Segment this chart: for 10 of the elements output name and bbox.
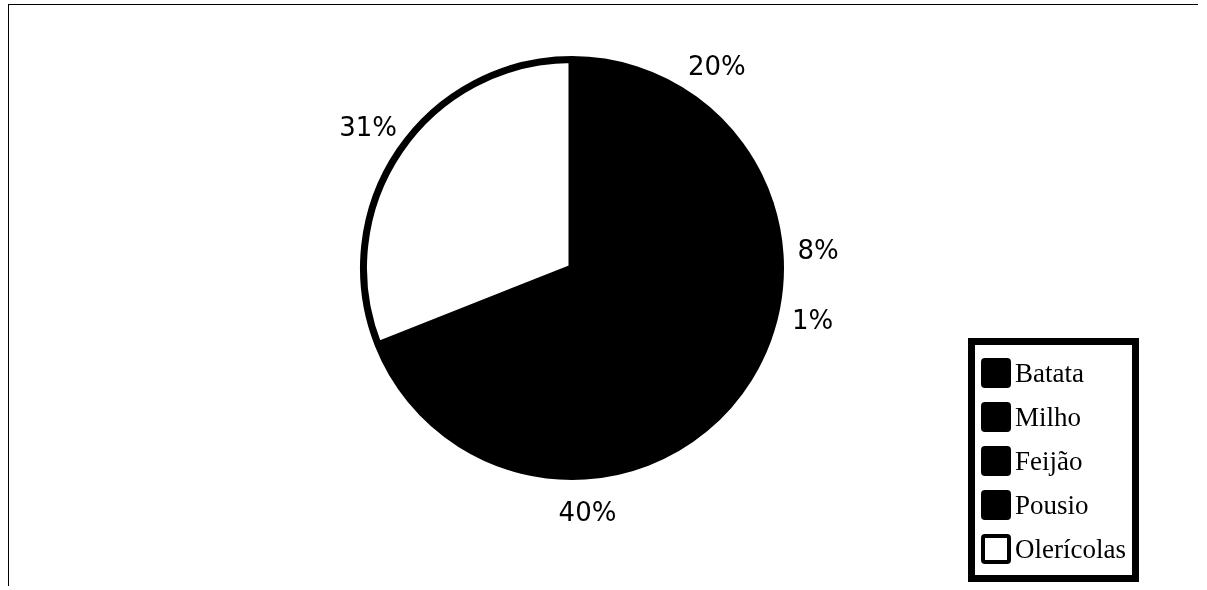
- legend-label: Milho: [1015, 401, 1082, 433]
- data-label: 8%: [797, 235, 839, 266]
- legend-label: Feijão: [1015, 445, 1083, 477]
- data-label: 40%: [558, 496, 617, 527]
- data-label: 20%: [687, 51, 746, 82]
- legend-label: Batata: [1015, 357, 1085, 389]
- data-label: 31%: [339, 112, 398, 143]
- legend-label: Olerícolas: [1015, 533, 1126, 565]
- legend-label: Pousio: [1015, 489, 1089, 521]
- data-label: 1%: [791, 304, 834, 335]
